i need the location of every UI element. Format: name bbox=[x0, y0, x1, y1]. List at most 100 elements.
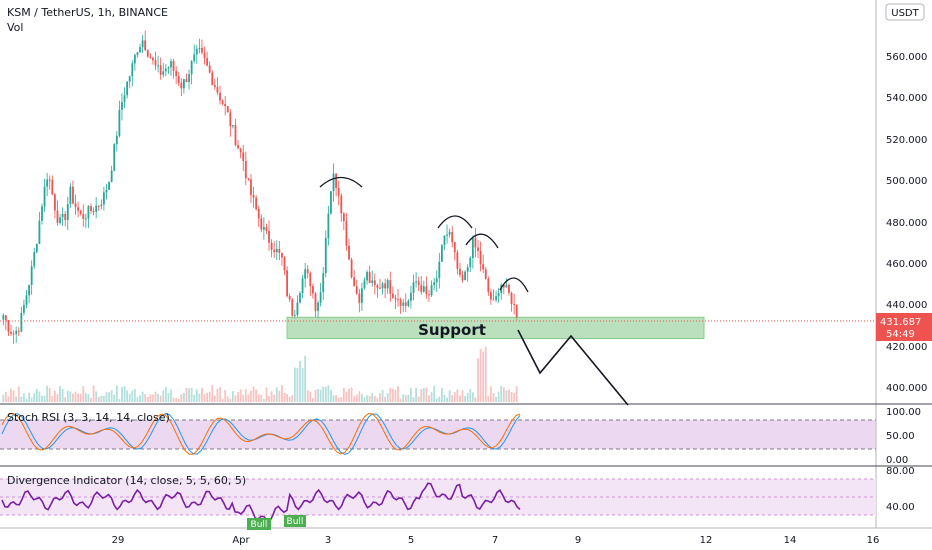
time-tick-9: 9 bbox=[575, 535, 581, 546]
volume-bar bbox=[361, 394, 363, 402]
candle-body bbox=[229, 112, 232, 127]
candle-body bbox=[355, 286, 358, 294]
volume-bar bbox=[484, 346, 487, 402]
volume-bar bbox=[402, 394, 405, 402]
arc-drawing-1[interactable] bbox=[319, 176, 363, 188]
volume-bar bbox=[384, 396, 387, 402]
volume-bar bbox=[358, 391, 361, 402]
volume-bar bbox=[399, 398, 402, 402]
symbol-title[interactable]: KSM / TetherUS, 1h, BINANCE bbox=[7, 6, 168, 19]
volume-bar bbox=[190, 387, 193, 402]
volume-bar bbox=[226, 396, 229, 402]
arc-drawing-4[interactable] bbox=[499, 277, 529, 293]
candle-body bbox=[12, 333, 15, 335]
currency-button[interactable]: USDT bbox=[885, 3, 925, 21]
volume-bar bbox=[69, 391, 72, 402]
last-price-badge: 431.687 54:49 bbox=[876, 313, 932, 341]
bull-label-2: Bull bbox=[284, 515, 306, 527]
price-tick-460: 460.000 bbox=[886, 259, 927, 270]
candle-body bbox=[188, 74, 190, 83]
candle-body bbox=[410, 292, 412, 301]
volume-bar bbox=[368, 395, 371, 402]
volume-bar bbox=[286, 393, 288, 402]
volume-bar bbox=[502, 387, 505, 402]
volume-bar bbox=[407, 394, 410, 402]
volume-bar bbox=[239, 389, 242, 402]
volume-bar bbox=[167, 393, 170, 402]
volume-bar bbox=[319, 389, 322, 402]
candle-body bbox=[139, 47, 141, 53]
volume-bar bbox=[20, 396, 23, 402]
volume-bar bbox=[332, 395, 335, 402]
volume-bar bbox=[490, 386, 492, 402]
price-axis[interactable]: 560.000 540.000 520.000 500.000 480.000 … bbox=[886, 52, 927, 394]
candle-body bbox=[309, 273, 312, 287]
stoch-title[interactable]: Stoch RSI (3, 3, 14, 14, close) bbox=[7, 411, 170, 424]
volume-bar bbox=[376, 397, 379, 402]
support-zone[interactable] bbox=[286, 316, 705, 339]
candle-body bbox=[404, 302, 407, 306]
time-tick-apr: Apr bbox=[232, 535, 250, 546]
candle-body bbox=[53, 194, 56, 211]
volume-label[interactable]: Vol bbox=[7, 21, 23, 34]
volume-bar bbox=[270, 391, 273, 402]
projection-path[interactable] bbox=[517, 329, 629, 406]
volume-bar bbox=[72, 393, 74, 402]
candle-body bbox=[366, 272, 368, 281]
volume-bar bbox=[482, 351, 485, 402]
candle-body bbox=[332, 173, 335, 192]
time-axis[interactable]: 29 Apr 3 5 7 9 12 14 16 bbox=[112, 535, 880, 546]
candle-body bbox=[358, 293, 361, 303]
candle-body bbox=[25, 295, 28, 305]
candle-body bbox=[87, 206, 90, 219]
candle-body bbox=[2, 315, 5, 320]
volume-bar bbox=[497, 391, 500, 402]
volume-bar bbox=[492, 393, 495, 402]
candle-body bbox=[446, 234, 448, 236]
candle-body bbox=[30, 266, 33, 286]
candle-body bbox=[459, 268, 461, 275]
volume-bar bbox=[92, 385, 95, 402]
candle-body bbox=[250, 179, 252, 195]
candle-body bbox=[286, 270, 288, 297]
candle-body bbox=[77, 207, 80, 211]
candle-body bbox=[469, 258, 472, 268]
candle-body bbox=[399, 299, 402, 306]
volume-bar bbox=[146, 396, 149, 402]
candle-body bbox=[92, 211, 95, 213]
volume-bar bbox=[495, 396, 497, 402]
volume-bar bbox=[28, 392, 30, 402]
arc-drawing-3[interactable] bbox=[465, 233, 499, 249]
volume-bar bbox=[477, 358, 479, 402]
volume-bar bbox=[213, 395, 216, 402]
candle-body bbox=[226, 106, 229, 113]
volume-bar bbox=[149, 394, 152, 402]
volume-bar bbox=[309, 391, 312, 402]
volume-bar bbox=[115, 385, 118, 402]
volume-bar bbox=[12, 390, 15, 402]
candle-body bbox=[342, 213, 345, 222]
candle-body bbox=[464, 271, 467, 281]
volume-bar bbox=[327, 385, 330, 402]
divergence-axis[interactable]: 80.00 40.00 bbox=[886, 466, 915, 513]
arc-drawing-2[interactable] bbox=[437, 215, 473, 229]
volume-bar bbox=[314, 389, 317, 402]
volume-bars bbox=[2, 346, 518, 402]
candle-body bbox=[149, 56, 152, 58]
candle-body bbox=[487, 278, 490, 293]
divergence-title[interactable]: Divergence Indicator (14, close, 5, 5, 6… bbox=[7, 474, 246, 487]
volume-bar bbox=[201, 387, 203, 402]
candle-body bbox=[190, 60, 193, 75]
candle-body bbox=[376, 285, 379, 288]
candle-body bbox=[262, 226, 265, 230]
candle-body bbox=[15, 330, 18, 335]
volume-bar bbox=[288, 396, 291, 402]
volume-bar bbox=[38, 391, 41, 402]
volume-bar bbox=[41, 395, 43, 402]
candle-body bbox=[497, 292, 500, 297]
stoch-axis[interactable]: 100.00 50.00 0.00 bbox=[886, 407, 921, 466]
volume-bar bbox=[373, 395, 376, 402]
price-tick-520: 520.000 bbox=[886, 135, 927, 146]
volume-bar bbox=[348, 388, 350, 402]
volume-bar bbox=[139, 395, 141, 402]
